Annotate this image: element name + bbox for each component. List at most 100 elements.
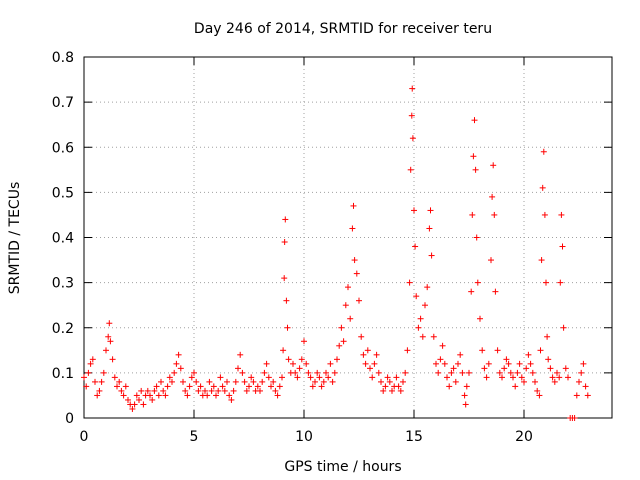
data-point	[489, 193, 496, 200]
data-point	[243, 387, 250, 394]
data-point	[294, 374, 301, 381]
data-point	[250, 378, 257, 385]
data-point	[364, 347, 371, 354]
data-point	[457, 351, 464, 358]
data-point	[292, 369, 299, 376]
data-point	[544, 333, 551, 340]
data-point	[558, 211, 565, 218]
data-point	[125, 396, 131, 403]
x-tick-label: 0	[80, 429, 89, 445]
y-tick-label: 0.5	[52, 185, 74, 201]
data-point	[345, 284, 351, 291]
data-point	[221, 387, 228, 394]
data-point	[554, 369, 560, 376]
data-point	[151, 387, 158, 394]
data-point	[259, 378, 266, 385]
data-point	[430, 333, 437, 340]
data-point	[407, 166, 414, 173]
data-point	[551, 378, 558, 385]
data-point	[543, 279, 549, 286]
x-tick-label: 5	[190, 429, 199, 445]
data-point	[261, 369, 268, 376]
data-point	[149, 396, 156, 403]
data-point	[307, 374, 314, 381]
data-point	[197, 383, 204, 390]
data-point	[501, 365, 508, 372]
data-point	[180, 378, 186, 385]
data-point	[285, 356, 292, 363]
data-point	[397, 387, 404, 394]
data-point	[204, 392, 211, 399]
data-point	[342, 302, 349, 309]
data-point	[444, 374, 450, 381]
data-point	[412, 243, 419, 250]
data-point	[309, 383, 316, 390]
data-point	[92, 378, 98, 385]
data-point	[536, 392, 543, 399]
data-point	[556, 374, 563, 381]
y-tick-label: 0.6	[52, 140, 74, 156]
data-point	[472, 166, 479, 173]
data-point	[228, 396, 235, 403]
data-point	[219, 383, 226, 390]
data-point	[327, 360, 334, 367]
x-tick-label: 15	[405, 429, 423, 445]
data-point	[507, 369, 514, 376]
data-point	[358, 333, 365, 340]
data-point	[393, 374, 400, 381]
data-point	[246, 383, 252, 390]
data-point	[109, 356, 116, 363]
data-point	[540, 148, 547, 155]
data-point	[272, 387, 279, 394]
data-point	[147, 392, 153, 399]
data-point	[362, 360, 369, 367]
data-points	[81, 85, 591, 421]
data-point	[314, 369, 321, 376]
data-point	[224, 378, 230, 385]
data-point	[404, 347, 411, 354]
data-point	[87, 360, 94, 367]
data-point	[538, 257, 545, 264]
y-tick-label: 0	[65, 411, 74, 427]
data-point	[492, 288, 499, 295]
data-point	[213, 392, 219, 399]
data-point	[547, 365, 554, 372]
data-point	[360, 351, 367, 358]
data-point	[523, 365, 530, 372]
data-point	[160, 387, 167, 394]
data-point	[439, 342, 446, 349]
data-point	[485, 360, 492, 367]
data-point	[248, 374, 255, 381]
data-point	[490, 162, 497, 169]
data-point	[380, 387, 387, 394]
data-point	[281, 239, 288, 246]
grid-lines	[84, 57, 612, 418]
data-point	[195, 387, 202, 394]
data-point	[290, 360, 296, 367]
data-point	[409, 135, 416, 142]
data-point	[318, 383, 325, 390]
data-point	[576, 378, 582, 385]
data-point	[210, 383, 217, 390]
data-point	[202, 387, 208, 394]
data-point	[111, 374, 118, 381]
data-point	[83, 383, 90, 390]
data-point	[448, 369, 455, 376]
data-point	[188, 374, 195, 381]
data-point	[582, 383, 589, 390]
data-point	[193, 378, 200, 385]
data-point	[320, 378, 327, 385]
data-point	[573, 392, 580, 399]
data-point	[96, 387, 103, 394]
data-point	[375, 369, 382, 376]
data-point	[175, 351, 182, 358]
data-point	[435, 369, 442, 376]
data-point	[279, 374, 285, 381]
data-point	[559, 243, 566, 250]
data-point	[171, 369, 178, 376]
data-point	[505, 360, 512, 367]
data-point	[85, 369, 92, 376]
data-point	[437, 356, 444, 363]
data-point	[539, 184, 546, 191]
